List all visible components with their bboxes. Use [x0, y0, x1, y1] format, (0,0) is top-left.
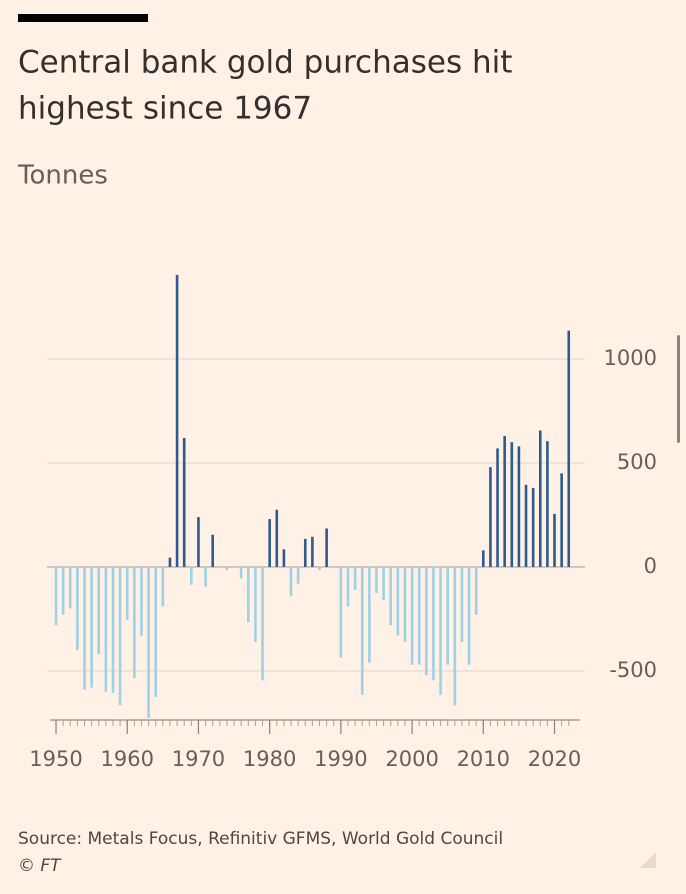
bar	[446, 566, 449, 665]
bar	[303, 538, 307, 567]
bar	[417, 566, 421, 665]
bar	[275, 509, 279, 567]
bar	[510, 442, 514, 567]
bar	[517, 446, 521, 567]
bar	[225, 566, 229, 571]
bar	[140, 566, 143, 636]
bar	[560, 473, 563, 567]
x-tick-label: 1970	[172, 747, 225, 771]
bar	[175, 274, 179, 567]
bar	[489, 467, 492, 567]
bar	[90, 566, 93, 688]
bar	[346, 566, 350, 607]
chart-title: Central bank gold purchases hit	[18, 45, 512, 81]
bar	[168, 557, 172, 567]
y-tick-label: 1000	[604, 346, 657, 370]
bar	[190, 566, 193, 585]
bar	[439, 566, 442, 695]
bar	[254, 566, 257, 642]
x-tick-label: 2020	[528, 747, 581, 771]
x-tick-label: 2010	[457, 747, 510, 771]
bar	[567, 330, 571, 567]
bar	[289, 566, 293, 597]
bar	[261, 566, 264, 681]
bar	[318, 566, 321, 571]
bar	[161, 566, 165, 607]
x-tick-label: 1950	[29, 747, 82, 771]
bar	[368, 566, 371, 663]
x-tick-label: 2000	[385, 747, 438, 771]
bar	[546, 441, 549, 567]
bar	[125, 566, 129, 621]
resize-handle	[640, 852, 656, 868]
bar	[147, 566, 150, 718]
bar	[467, 566, 471, 665]
bar	[83, 566, 86, 690]
bar	[375, 566, 378, 593]
bar	[503, 435, 506, 567]
bar	[118, 566, 122, 706]
y-tick-label: 0	[644, 554, 657, 578]
scrollbar	[677, 335, 680, 443]
bar	[133, 566, 136, 679]
bar	[61, 566, 65, 615]
top-bar	[18, 14, 148, 22]
bar	[396, 566, 400, 636]
bar	[246, 566, 250, 623]
bar	[97, 566, 101, 655]
bar	[482, 550, 485, 567]
bar	[538, 430, 542, 567]
chart-title: highest since 1967	[18, 91, 312, 127]
bar	[389, 566, 393, 626]
subtitle: Tonnes	[17, 161, 108, 191]
source: Source: Metals Focus, Refinitiv GFMS, Wo…	[18, 829, 503, 849]
x-tick-label: 1980	[243, 747, 296, 771]
bar	[197, 517, 200, 567]
bar	[76, 566, 79, 651]
bar	[474, 566, 478, 615]
bar	[68, 566, 72, 609]
bar	[54, 566, 58, 626]
bar	[425, 566, 428, 676]
x-tick-label: 1990	[314, 747, 367, 771]
bar	[453, 566, 457, 706]
bar	[432, 566, 435, 681]
bar	[410, 566, 414, 665]
bar	[104, 566, 108, 692]
bar	[531, 487, 535, 567]
y-tick-label: -500	[609, 658, 657, 682]
bar	[154, 566, 158, 697]
bar	[211, 534, 214, 567]
x-tick-label: 1960	[101, 747, 154, 771]
bar	[460, 566, 464, 642]
credit: © FT	[18, 856, 62, 876]
bar	[339, 566, 343, 658]
bar	[403, 566, 407, 642]
bar	[360, 566, 364, 695]
bar	[524, 484, 528, 567]
bar	[296, 566, 300, 584]
bar	[111, 566, 115, 693]
bar	[553, 513, 556, 567]
bar	[268, 519, 271, 567]
bar	[382, 566, 385, 601]
bar	[282, 549, 286, 567]
bar	[204, 566, 207, 587]
bar	[353, 566, 357, 590]
bar	[182, 438, 186, 567]
bar	[325, 528, 328, 567]
bar	[311, 536, 314, 567]
bar	[496, 448, 499, 567]
bar	[239, 566, 243, 579]
y-tick-label: 500	[617, 450, 657, 474]
